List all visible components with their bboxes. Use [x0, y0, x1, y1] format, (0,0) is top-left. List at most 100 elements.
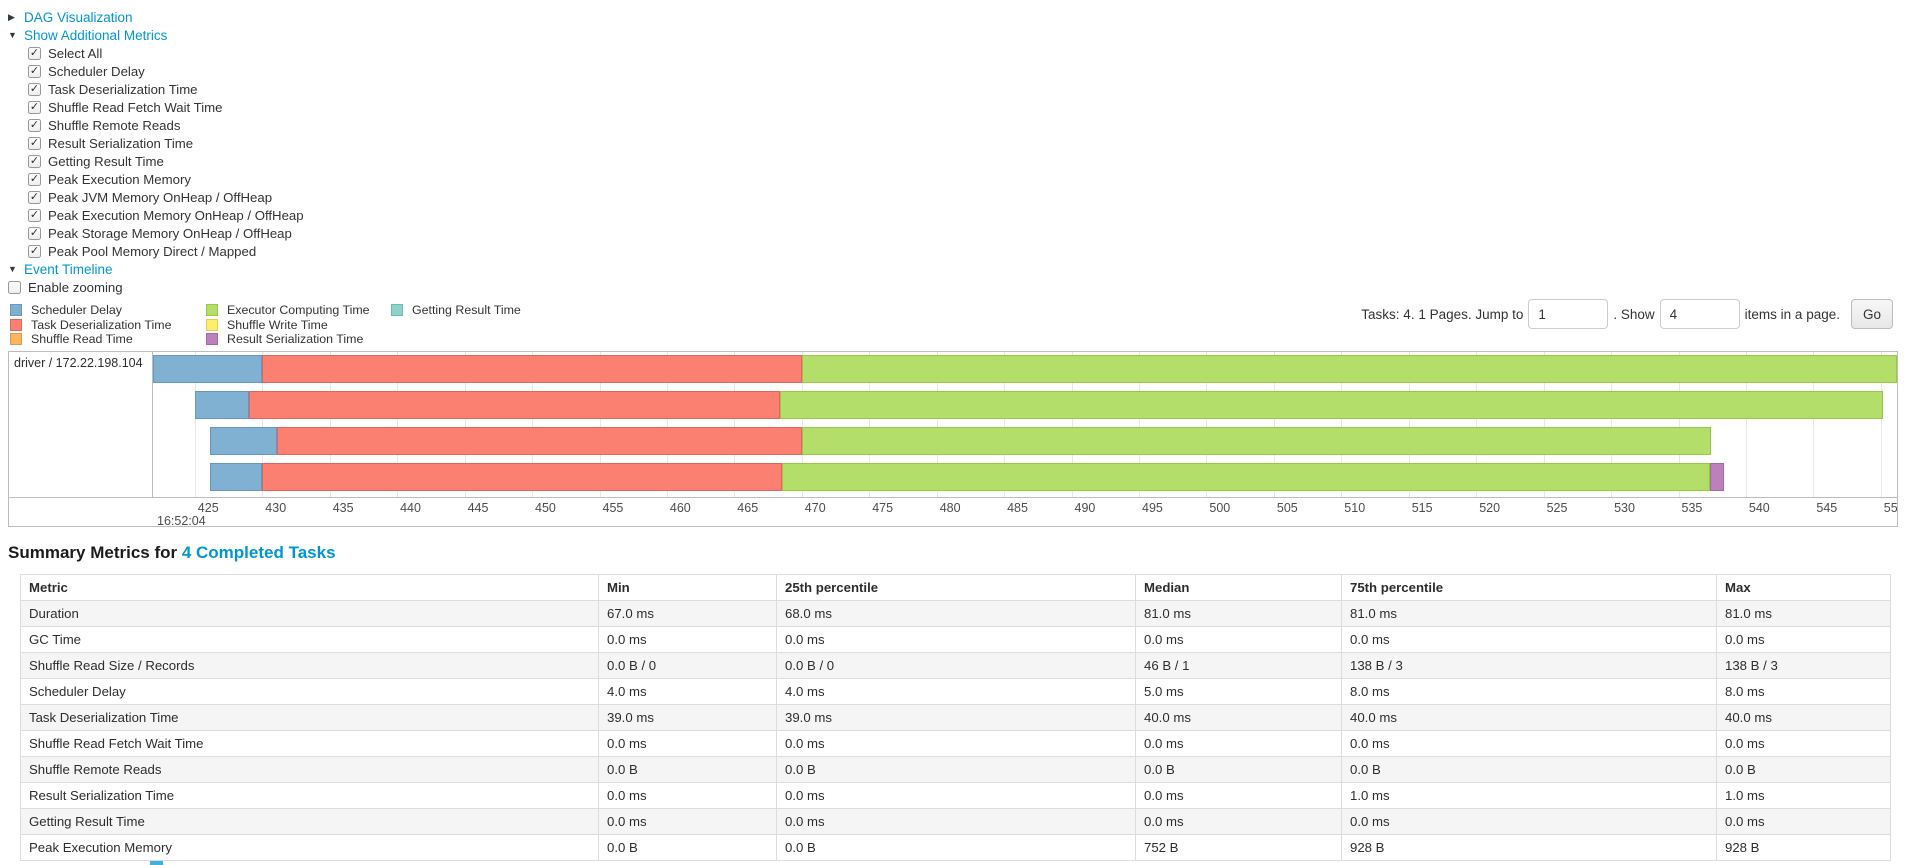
table-cell: 138 B / 3: [1716, 652, 1891, 679]
legend-item: Task Deserialization Time: [10, 318, 206, 333]
table-cell: 0.0 B: [598, 834, 777, 861]
legend-column: Getting Result Time: [391, 303, 521, 347]
axis-tick-label: 535: [1681, 501, 1703, 515]
completed-tasks-link[interactable]: 4 Completed Tasks: [181, 543, 336, 562]
axis-tick-label: 510: [1344, 501, 1366, 515]
go-button[interactable]: Go: [1850, 299, 1893, 329]
table-cell: 0.0 ms: [1135, 626, 1342, 653]
axis-tick-label: 505: [1276, 501, 1298, 515]
metric-checkbox[interactable]: ✓: [28, 64, 41, 78]
items-per-page-input[interactable]: [1659, 299, 1740, 329]
timeline-bar-segment[interactable]: [153, 355, 263, 383]
controls-panel: ▶ DAG Visualization ▼ Show Additional Me…: [0, 0, 1907, 296]
axis-tick-label: 530: [1614, 501, 1635, 515]
table-cell: 40.0 ms: [1716, 704, 1891, 731]
timeline-bar-segment[interactable]: [209, 427, 277, 455]
event-timeline-toggle[interactable]: ▼ Event Timeline: [8, 260, 1907, 278]
show-additional-metrics-link[interactable]: Show Additional Metrics: [24, 27, 168, 43]
timeline-plot-area: [153, 352, 1897, 497]
metric-checkbox[interactable]: ✓: [28, 100, 41, 114]
axis-tick-label: 470: [804, 501, 826, 515]
table-cell: 0.0 ms: [1135, 782, 1342, 809]
table-cell: 0.0 ms: [776, 808, 1136, 835]
summary-metrics-heading: Summary Metrics for 4 Completed Tasks: [8, 543, 1907, 563]
legend-label: Task Deserialization Time: [31, 317, 172, 332]
timeline-bar-segment[interactable]: [262, 463, 782, 491]
jump-to-page-input[interactable]: [1528, 299, 1609, 329]
event-timeline-chart: driver / 172.22.198.104 16:52:04 425 430 4…: [8, 351, 1898, 527]
timeline-bar-segment[interactable]: [780, 391, 1884, 419]
pagination-suffix-label: items in a page.: [1744, 306, 1840, 322]
axis-gridline: [1408, 352, 1410, 497]
axis-gridline: [1341, 352, 1343, 497]
axis-divider: [9, 497, 1897, 498]
enable-zooming-checkbox[interactable]: [8, 280, 21, 294]
metric-checkbox-row: ✓ Shuffle Remote Reads: [28, 116, 1907, 134]
timeline-bar-segment[interactable]: [248, 391, 781, 419]
legend-swatch: [206, 304, 218, 317]
axis-tick-label: 485: [1007, 501, 1028, 515]
table-cell: 46 B / 1: [1135, 652, 1342, 679]
metric-checkbox[interactable]: ✓: [28, 82, 41, 96]
table-row: Task Deserialization Time 39.0 ms 39.0 ms 4…: [20, 704, 1891, 731]
metric-checkbox[interactable]: ✓: [28, 226, 41, 240]
axis-gridline: [1004, 352, 1006, 497]
metric-checkbox-row: ✓ Result Serialization Time: [28, 134, 1907, 152]
metric-checkbox[interactable]: ✓: [28, 244, 41, 258]
task-pagination: Tasks: 4. 1 Pages. Jump to . Show items …: [1361, 299, 1893, 329]
metric-checkbox[interactable]: ✓: [28, 208, 41, 222]
legend-item: Executor Computing Time: [206, 303, 391, 318]
axis-gridline: [397, 352, 399, 497]
table-cell: 40.0 ms: [1341, 704, 1717, 731]
timeline-bar-segment[interactable]: [194, 391, 249, 419]
timeline-bar-segment[interactable]: [801, 355, 1897, 383]
axis-gridline: [1880, 352, 1882, 497]
table-cell: 67.0 ms: [598, 600, 777, 627]
table-cell: 4.0 ms: [776, 678, 1136, 705]
metric-checkbox[interactable]: ✓: [28, 154, 41, 168]
table-row: Shuffle Read Fetch Wait Time 0.0 ms 0.0 ms…: [20, 730, 1891, 757]
timeline-bar-segment[interactable]: [209, 463, 263, 491]
legend-item: Shuffle Write Time: [206, 318, 391, 333]
table-cell: 1.0 ms: [1341, 782, 1717, 809]
table-cell: 0.0 B / 0: [598, 652, 777, 679]
show-additional-metrics-toggle[interactable]: ▼ Show Additional Metrics: [8, 26, 1907, 44]
metric-checkbox-label: Task Deserialization Time: [48, 81, 198, 97]
metric-checkbox[interactable]: ✓: [28, 136, 41, 150]
table-cell: 0.0 ms: [776, 626, 1136, 653]
next-section-partial: [150, 861, 163, 865]
metrics-checkbox-list: ✓ Select All ✓ Scheduler Delay ✓ Task Deseria…: [28, 44, 1907, 260]
legend-item: Result Serialization Time: [206, 332, 391, 347]
legend-item: Getting Result Time: [391, 303, 521, 318]
table-cell: 138 B / 3: [1341, 652, 1717, 679]
axis-gridline: [1273, 352, 1275, 497]
dag-visualization-link[interactable]: DAG Visualization: [24, 9, 133, 25]
event-timeline-link[interactable]: Event Timeline: [24, 261, 113, 277]
timeline-bar-segment[interactable]: [801, 427, 1711, 455]
axis-tick-label: 550: [1883, 501, 1897, 515]
axis-tick-label: 465: [737, 501, 759, 515]
pagination-show-label: . Show: [1613, 306, 1655, 322]
table-cell: 40.0 ms: [1135, 704, 1342, 731]
metric-checkbox-row: ✓ Scheduler Delay: [28, 62, 1907, 80]
metric-checkbox[interactable]: ✓: [28, 118, 41, 132]
heading-prefix: Summary Metrics for: [8, 543, 182, 562]
timeline-bar-segment[interactable]: [1709, 463, 1725, 491]
table-row: Getting Result Time 0.0 ms 0.0 ms 0.0 ms 0.0…: [20, 808, 1891, 835]
metric-checkbox[interactable]: ✓: [28, 190, 41, 204]
table-cell: Scheduler Delay: [20, 678, 599, 705]
metric-checkbox[interactable]: ✓: [28, 172, 41, 186]
table-cell: 39.0 ms: [598, 704, 777, 731]
dag-visualization-toggle[interactable]: ▶ DAG Visualization: [8, 8, 1907, 26]
metric-checkbox[interactable]: ✓: [28, 46, 41, 60]
table-cell: 0.0 ms: [598, 730, 777, 757]
metric-checkbox-label: Select All: [48, 45, 103, 61]
axis-gridline: [1206, 352, 1208, 497]
axis-tick-label: 425: [197, 501, 219, 515]
axis-gridline: [329, 352, 331, 497]
timeline-bar-segment[interactable]: [277, 427, 802, 455]
metric-checkbox-row: ✓ Peak Execution Memory: [28, 170, 1907, 188]
timeline-bar-segment[interactable]: [781, 463, 1710, 491]
legend-column: Executor Computing Time Shuffle Write Tim…: [206, 303, 391, 347]
timeline-bar-segment[interactable]: [262, 355, 802, 383]
